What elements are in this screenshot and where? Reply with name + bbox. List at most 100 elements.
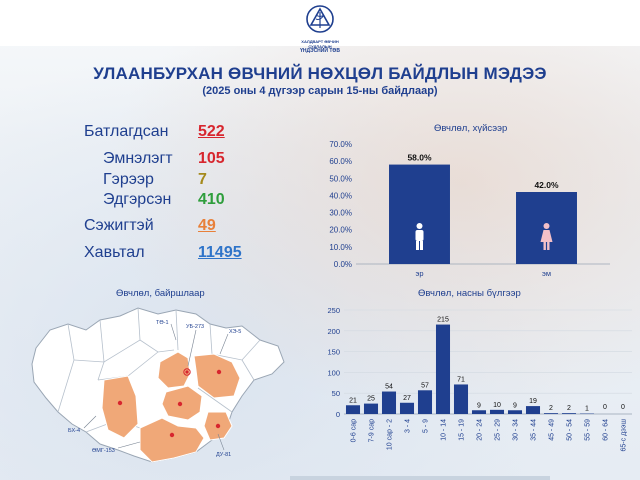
age-bar: [381, 391, 397, 414]
age-bar: [561, 413, 577, 414]
bottom-strip: [290, 476, 550, 480]
person-leg: [547, 242, 550, 250]
age-ytick-label: 100: [327, 368, 340, 377]
age-ytick-label: 150: [327, 348, 340, 357]
age-bar: [363, 403, 379, 414]
age-bar: [525, 406, 541, 414]
age-data-label: 19: [529, 398, 537, 405]
gender-ytick-label: 70.0%: [329, 140, 352, 149]
age-data-label: 215: [437, 317, 449, 324]
person-body: [415, 230, 424, 241]
person-leg: [543, 242, 546, 250]
age-category-label: 65-с дээш: [621, 419, 628, 452]
logo-text-1: ХАЛДВАРТ ӨВЧИН СУДЛАЛЫН: [301, 39, 339, 49]
map-label-to: ТӨ-1: [156, 320, 169, 326]
map-label-ub: УБ-273: [186, 324, 204, 330]
age-category-label: 35 - 44: [531, 419, 538, 441]
age-bar: [435, 324, 451, 414]
age-bar: [489, 409, 505, 414]
age-category-label: 15 - 19: [459, 419, 466, 441]
age-category-label: 25 - 29: [495, 419, 502, 441]
hospital-value: 105: [198, 150, 225, 167]
gender-ytick-label: 10.0%: [329, 243, 352, 252]
age-category-label: 60 - 64: [603, 419, 610, 441]
age-data-label: 27: [403, 395, 411, 402]
male-person-icon: [415, 223, 424, 250]
map-label-umg: ӨМГ-153: [92, 448, 115, 454]
age-category-label: 5 - 9: [423, 419, 430, 433]
gender-ytick-label: 0.0%: [334, 260, 352, 269]
age-bar: [543, 413, 559, 414]
home-value: 7: [198, 171, 207, 188]
recovered-value: 410: [198, 191, 225, 208]
age-category-label: 20 - 24: [477, 419, 484, 441]
map-case-markers: [117, 369, 222, 438]
home-label: Гэрээр: [103, 171, 154, 188]
gender-chart: 0.0% 10.0% 20.0% 30.0% 40.0% 50.0% 60.0% 70.0% 5…: [329, 140, 610, 278]
gender-data-label: 58.0%: [407, 153, 432, 163]
map-label-bkh: БХ-4: [68, 428, 80, 434]
person-dress: [540, 230, 553, 242]
age-ytick-label: 0: [336, 410, 340, 419]
age-bar: [453, 384, 469, 414]
age-category-label: 30 - 34: [513, 419, 520, 441]
suspected-label: Сэжигтэй: [84, 217, 154, 234]
age-data-label: 0: [621, 404, 625, 411]
gender-ytick-label: 50.0%: [329, 174, 352, 183]
age-category-label: 10 сар - 2: [387, 419, 394, 450]
age-category-label: 3 - 4: [405, 419, 412, 433]
age-data-label: 71: [457, 376, 465, 383]
age-bar: [417, 390, 433, 414]
map-affected-provinces: [101, 351, 241, 463]
map-label-khe: ХЭ-5: [229, 329, 241, 335]
age-chart-title: Өвчлөл, насны бүлгээр: [418, 288, 521, 299]
age-category-label: 50 - 54: [567, 419, 574, 441]
gender-chart-title: Өвчлөл, хүйсээр: [434, 123, 508, 134]
contacts-value: 11495: [198, 244, 242, 261]
person-leg: [416, 241, 419, 250]
gender-ytick-label: 20.0%: [329, 226, 352, 235]
age-data-label: 2: [567, 405, 571, 412]
recovered-label: Эдгэрсэн: [103, 191, 172, 208]
mongolia-map: ТӨ-1 УБ-273 ХЭ-5 БХ-4 ӨМГ-153 ДУ-81: [31, 307, 285, 463]
map-title: Өвчлөл, байршлаар: [116, 288, 205, 299]
logo-emblem-icon: [306, 5, 334, 33]
age-data-label: 9: [477, 402, 481, 409]
age-data-label: 21: [349, 397, 357, 404]
page-title: УЛААНБУРХАН ӨВЧНИЙ НӨХЦӨЛ БАЙДЛЫН МЭДЭЭ: [93, 64, 547, 83]
gender-bar: [389, 164, 450, 264]
age-bar: [345, 405, 361, 414]
gender-data-label: 42.0%: [534, 180, 559, 190]
age-bar: [507, 410, 523, 414]
gender-category-label: эр: [416, 269, 424, 278]
gender-ytick-label: 40.0%: [329, 191, 352, 200]
confirmed-label: Батлагдсан: [84, 123, 169, 140]
gender-category-label: эм: [542, 269, 551, 278]
age-category-label: 45 - 49: [549, 419, 556, 441]
age-ytick-label: 200: [327, 327, 340, 336]
confirmed-value: 522: [198, 123, 225, 140]
age-category-label: 10 - 14: [441, 419, 448, 441]
gender-ytick-label: 60.0%: [329, 157, 352, 166]
map-label-du: ДУ-81: [216, 452, 231, 458]
person-head: [416, 223, 423, 229]
age-bar: [399, 402, 415, 414]
person-leg: [420, 241, 423, 250]
age-data-label: 54: [385, 384, 393, 391]
page-subtitle: (2025 оны 4 дүгээр сарын 15-ны байдлаар): [202, 85, 438, 97]
female-person-icon: [540, 223, 553, 250]
logo-text-2: ҮНДЭСНИЙ ТӨВ: [300, 48, 340, 54]
age-bar: [471, 410, 487, 414]
map-ub-marker: [183, 368, 191, 376]
map-leader-lines: [83, 323, 229, 451]
suspected-value: 49: [198, 217, 216, 234]
contacts-label: Хавьтал: [84, 244, 145, 261]
hospital-label: Эмнэлэгт: [103, 150, 173, 167]
age-data-label: 1: [585, 406, 589, 413]
age-category-label: 0-6 сар: [351, 419, 358, 442]
age-data-label: 9: [513, 402, 517, 409]
age-data-label: 57: [421, 382, 429, 389]
age-data-label: 0: [603, 404, 607, 411]
logo: ХАЛДВАРТ ӨВЧИН СУДЛАЛЫН ҮНДЭСНИЙ ТӨВ: [296, 4, 344, 54]
